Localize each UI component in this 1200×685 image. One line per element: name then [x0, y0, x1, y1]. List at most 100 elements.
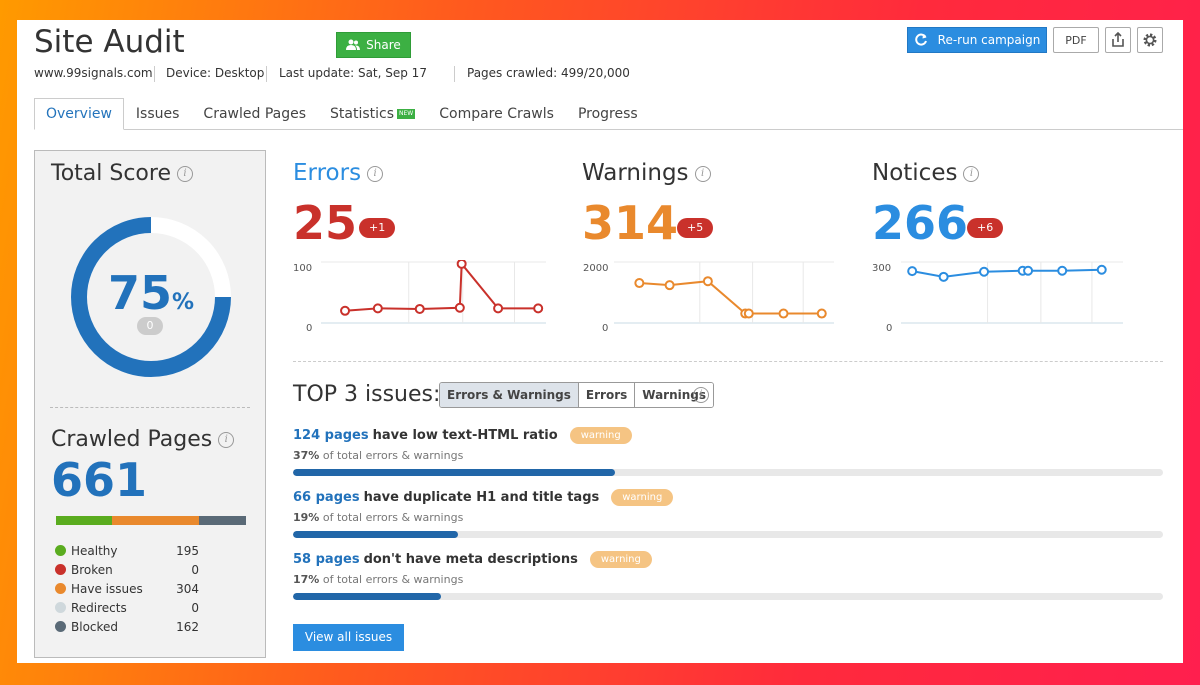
- legend-row[interactable]: Blocked 162: [55, 617, 235, 636]
- legend-dot: [55, 621, 66, 632]
- info-icon[interactable]: i: [963, 165, 980, 182]
- errors-y-max: 100: [293, 263, 313, 274]
- notices-trend-chart: [901, 261, 1123, 324]
- warnings-count[interactable]: 314: [582, 196, 679, 250]
- data-point[interactable]: [634, 278, 645, 289]
- data-point[interactable]: [979, 266, 990, 277]
- legend-dot: [55, 564, 66, 575]
- issue-percent: 17%: [293, 573, 320, 586]
- issue-progress-bar: [293, 593, 1163, 600]
- score-donut: [71, 217, 231, 377]
- warning-badge: warning: [611, 489, 674, 506]
- legend-value: 304: [176, 581, 199, 596]
- data-point[interactable]: [1057, 265, 1068, 276]
- issue-share-text: of total errors & warnings: [322, 511, 464, 524]
- data-point[interactable]: [414, 303, 425, 314]
- issue-count-link[interactable]: 66 pages: [293, 490, 360, 505]
- share-label: Share: [366, 38, 401, 52]
- legend-row[interactable]: Healthy 195: [55, 541, 235, 560]
- errors-metric: Errors i 25 +1: [293, 160, 396, 250]
- crawled-pages-count: 661: [51, 453, 148, 507]
- notices-heading: Notices i: [872, 160, 980, 186]
- section-divider: [293, 361, 1163, 362]
- issue-share: 37% of total errors & warnings: [293, 449, 1163, 462]
- tab-crawled-pages[interactable]: Crawled Pages: [203, 106, 307, 122]
- info-icon[interactable]: i: [218, 432, 235, 448]
- tab-compare-crawls[interactable]: Compare Crawls: [439, 106, 554, 122]
- export-button[interactable]: [1105, 27, 1131, 53]
- share-button[interactable]: Share: [336, 32, 411, 58]
- tabs-divider: [34, 129, 1183, 130]
- donut-arc: [71, 217, 231, 377]
- last-update-text: Last update: Sat, Sep 17: [279, 66, 427, 80]
- issue-item: 124 pages have low text-HTML ratio warning…: [293, 427, 1163, 476]
- settings-button[interactable]: [1137, 27, 1163, 53]
- score-number: 75: [107, 266, 172, 320]
- issue-count-link[interactable]: 124 pages: [293, 428, 369, 443]
- legend-row[interactable]: Broken 0: [55, 560, 235, 579]
- data-point[interactable]: [493, 303, 504, 314]
- crawled-pages-bar: [56, 516, 246, 525]
- issue-title: 58 pages don't have meta descriptions warn…: [293, 551, 1163, 568]
- data-point[interactable]: [340, 305, 351, 316]
- issue-text: have low text-HTML ratio: [372, 428, 558, 443]
- series-line: [344, 261, 539, 312]
- data-point[interactable]: [664, 280, 675, 291]
- issue-title: 124 pages have low text-HTML ratio warning: [293, 427, 1163, 444]
- notices-y-min: 0: [886, 323, 893, 334]
- legend-label: Healthy: [71, 543, 118, 558]
- tab-statistics[interactable]: Statistics NEW: [318, 98, 427, 130]
- issue-progress-fill: [293, 593, 441, 600]
- filter-warnings[interactable]: Warnings: [635, 383, 714, 407]
- data-point[interactable]: [372, 303, 383, 314]
- filter-errors-warnings[interactable]: Errors & Warnings: [440, 383, 579, 407]
- warnings-title: Warnings: [582, 160, 689, 186]
- site-audit-card: Site Audit Share www.99signals.com Devic…: [17, 20, 1183, 663]
- warning-badge: warning: [589, 551, 652, 568]
- issue-text: don't have meta descriptions: [363, 552, 578, 567]
- data-point[interactable]: [454, 302, 465, 313]
- info-icon[interactable]: i: [694, 165, 711, 182]
- data-point[interactable]: [1023, 265, 1034, 276]
- warnings-metric: Warnings i 314 +5: [582, 160, 714, 250]
- crawled-bar-segment: [56, 516, 113, 525]
- legend-value: 162: [176, 619, 199, 634]
- issue-share: 19% of total errors & warnings: [293, 511, 1163, 524]
- data-point[interactable]: [816, 308, 827, 319]
- data-point[interactable]: [533, 303, 544, 314]
- data-point[interactable]: [938, 271, 949, 282]
- view-all-issues-button[interactable]: View all issues: [293, 624, 404, 651]
- legend-row[interactable]: Redirects 0: [55, 598, 235, 617]
- errors-title[interactable]: Errors: [293, 160, 362, 186]
- notices-y-max: 300: [872, 263, 892, 274]
- meta-divider: [154, 66, 155, 82]
- data-point[interactable]: [907, 266, 918, 277]
- data-point[interactable]: [702, 276, 713, 287]
- data-point[interactable]: [778, 308, 789, 319]
- tab-issues[interactable]: Issues: [135, 106, 180, 122]
- notices-count[interactable]: 266: [872, 196, 969, 250]
- data-point[interactable]: [743, 308, 754, 319]
- legend-label: Have issues: [71, 581, 143, 596]
- filter-errors[interactable]: Errors: [578, 383, 636, 407]
- info-icon[interactable]: i: [177, 166, 193, 182]
- info-icon[interactable]: i: [693, 387, 709, 403]
- tab-progress[interactable]: Progress: [577, 106, 638, 122]
- warnings-delta-badge: +5: [677, 218, 714, 238]
- data-point[interactable]: [1096, 264, 1107, 275]
- info-icon[interactable]: i: [367, 165, 384, 182]
- crawled-bar-segment: [112, 516, 200, 525]
- warnings-heading: Warnings i: [582, 160, 711, 186]
- pdf-button[interactable]: PDF: [1053, 27, 1099, 53]
- score-value: 75%: [35, 266, 267, 320]
- legend-row[interactable]: Have issues 304: [55, 579, 235, 598]
- device-text: Device: Desktop: [166, 66, 265, 80]
- data-point[interactable]: [456, 260, 467, 269]
- total-score-heading: Total Score i: [51, 161, 193, 186]
- tab-overview[interactable]: Overview: [34, 98, 124, 130]
- rerun-campaign-button[interactable]: Re-run campaign: [907, 27, 1047, 53]
- issue-count-link[interactable]: 58 pages: [293, 552, 360, 567]
- tab-statistics-label: Statistics: [330, 106, 395, 122]
- errors-count[interactable]: 25: [293, 196, 358, 250]
- errors-heading: Errors i: [293, 160, 384, 186]
